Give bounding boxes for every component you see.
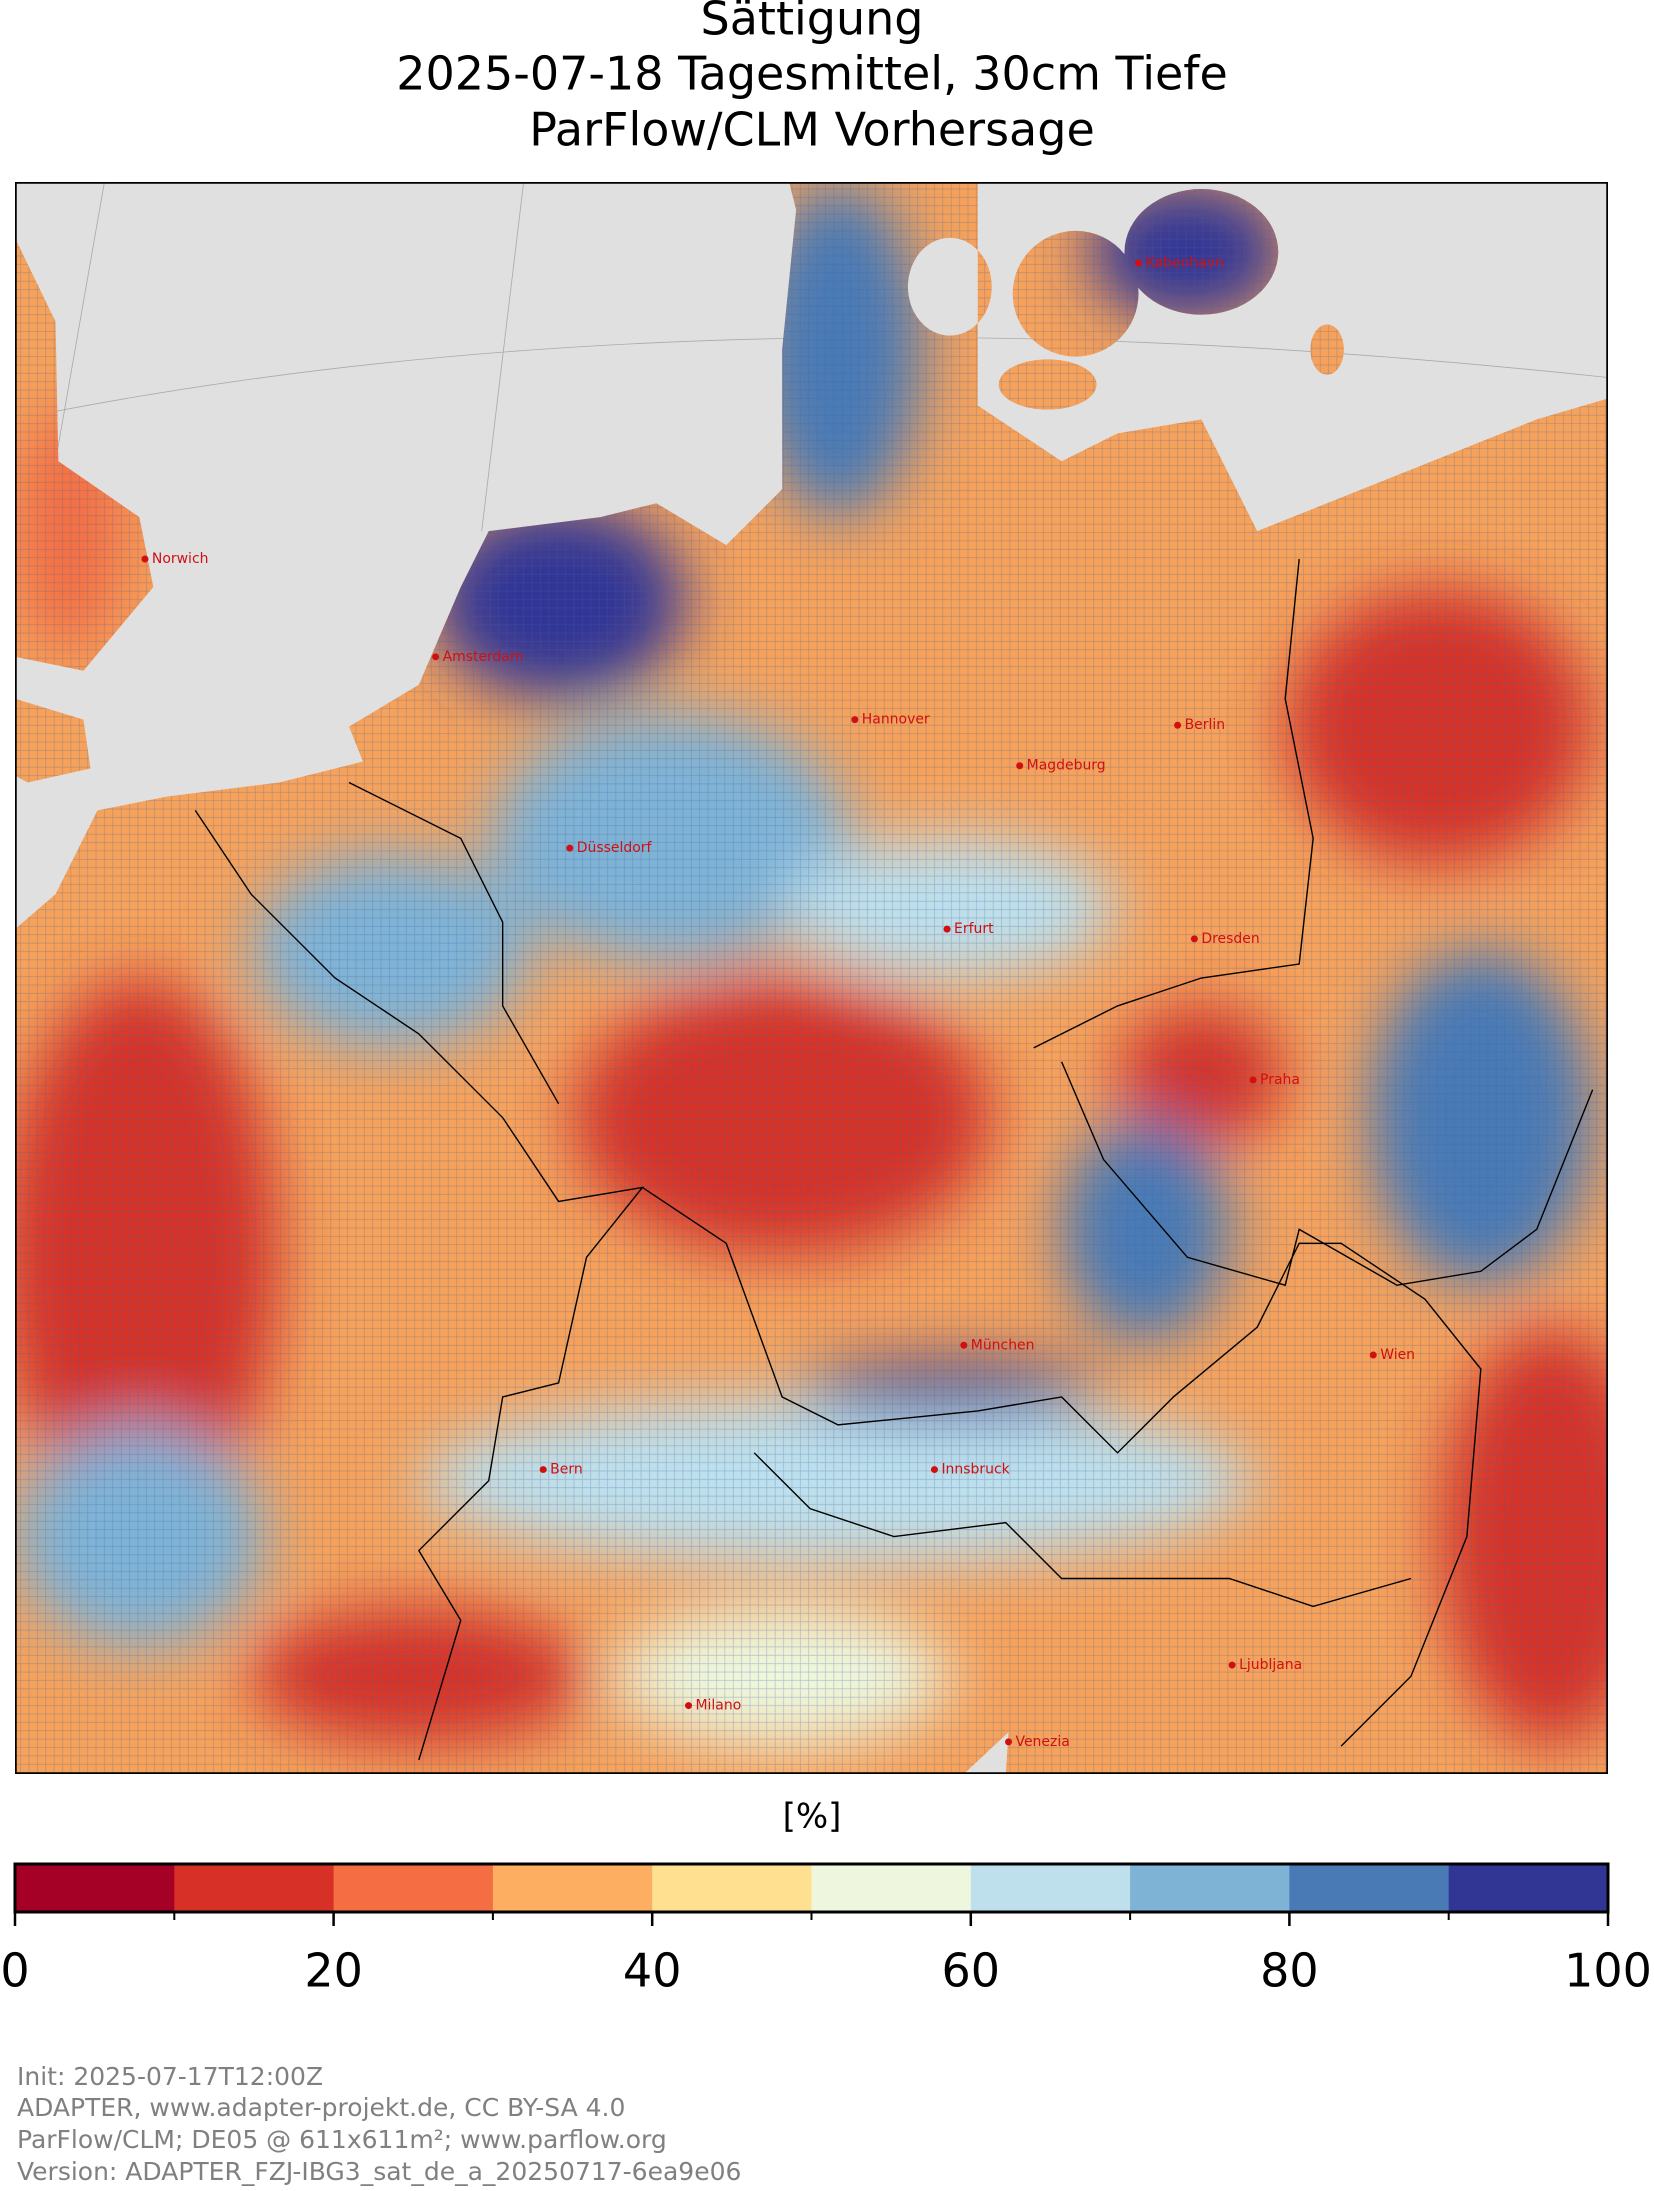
city-label: København [1145,255,1223,271]
city-label: Erfurt [954,921,994,937]
graticule [55,182,105,462]
city-label: Milano [696,1698,742,1714]
color-bin [1289,1864,1450,1912]
city-label: Amsterdam [443,649,524,665]
tick-label: 80 [1260,1944,1319,1998]
color-bin [174,1864,335,1912]
city-label: Berlin [1185,717,1226,733]
city-labels: Norwich Amsterdam København Hannover Berlin M… [141,255,1415,1750]
tick-label: 40 [623,1944,682,1998]
map: Norwich Amsterdam København Hannover Berlin M… [15,182,1608,1774]
city-label: Praha [1260,1072,1300,1088]
city-label: Wien [1380,1347,1415,1363]
color-bin [1130,1864,1290,1912]
city-label: Magdeburg [1027,758,1106,774]
city-marker [930,1466,938,1474]
city-marker [432,653,440,661]
city-marker [1134,259,1142,267]
city-marker [685,1702,693,1710]
city-marker [943,925,951,933]
color-bin [492,1864,653,1912]
footer-line: Init: 2025-07-17T12:00Z [17,2062,323,2091]
city-marker [1190,935,1198,943]
title-line: ParFlow/CLM Vorhersage [529,103,1095,157]
footer-line: Version: ADAPTER_FZJ-IBG3_sat_de_a_20250… [17,2157,741,2186]
city-marker [851,716,859,724]
city-label: München [971,1337,1035,1353]
borders [194,558,1594,1761]
colorbar-frame [13,1862,1610,1914]
city-label: Venezia [1016,1734,1070,1750]
city-marker [539,1466,547,1474]
city-marker [1249,1076,1257,1084]
title-line: 2025-07-18 Tagesmittel, 30cm Tiefe [396,47,1228,101]
colorbar: 0 20 40 60 80 100 [0,1862,1652,1998]
city-marker [141,555,149,563]
city-label: Hannover [862,712,930,728]
color-bin [652,1864,812,1912]
footer-line: ADAPTER, www.adapter-projekt.de, CC BY-S… [17,2093,625,2122]
city-label: Innsbruck [941,1462,1010,1478]
city-marker [1016,762,1024,770]
tick-label: 60 [942,1944,1001,1998]
city-label: Bern [550,1462,583,1478]
footer-line: ParFlow/CLM; DE05 @ 611x611m²; www.parfl… [17,2125,667,2154]
colorbar-label: [%] [783,1797,842,1837]
graticule [481,182,525,532]
tick-label: 0 [0,1944,29,1998]
tick-label: 20 [304,1944,363,1998]
color-bin [811,1864,972,1912]
color-bin [970,1864,1131,1912]
color-bin [15,1864,175,1912]
city-label: Norwich [152,551,209,567]
city-marker [1228,1661,1236,1669]
color-bin [1448,1864,1609,1912]
city-marker [566,844,574,852]
city-label: Düsseldorf [577,840,653,856]
city-label: Ljubljana [1239,1657,1302,1673]
title-line: Sättigung [701,0,924,46]
tick-label: 100 [1564,1944,1652,1998]
city-marker [1174,721,1182,729]
city-label: Dresden [1201,931,1259,947]
city-marker [960,1341,968,1349]
city-marker [1005,1738,1013,1746]
city-marker [1369,1351,1377,1359]
color-bin [333,1864,494,1912]
map-frame [15,182,1608,1774]
